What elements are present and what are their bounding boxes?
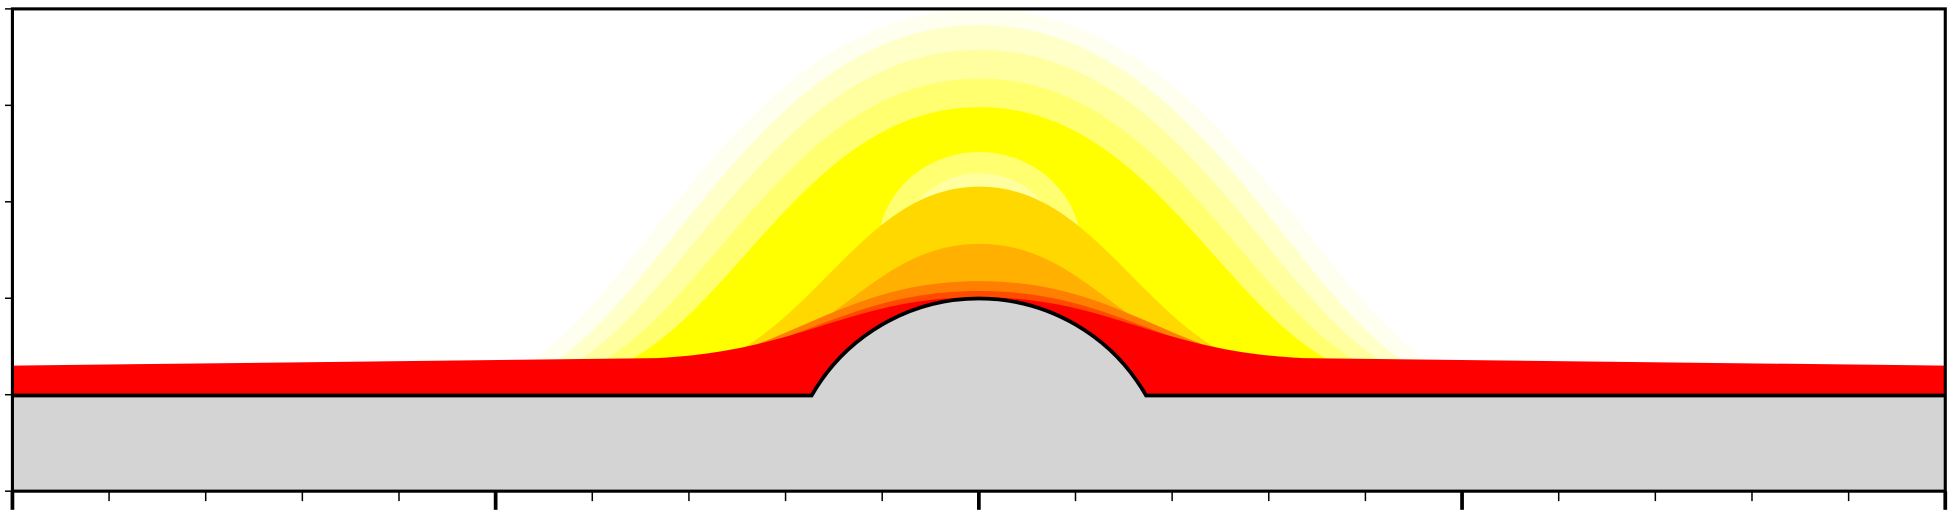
ticks — [4, 8, 1948, 510]
solid-bump — [811, 298, 1147, 396]
wall-outline — [12, 296, 1946, 398]
solid-body — [12, 296, 1946, 492]
solid-floor — [12, 395, 1946, 492]
